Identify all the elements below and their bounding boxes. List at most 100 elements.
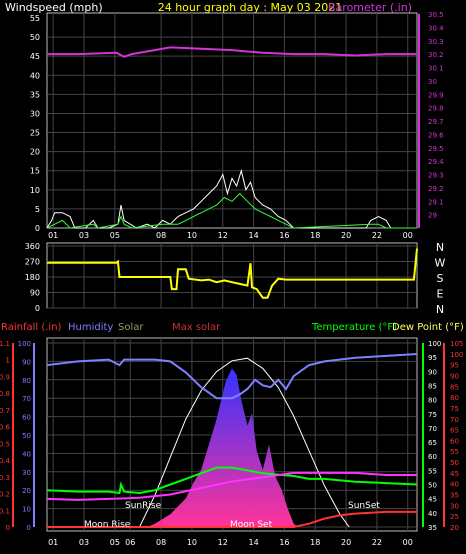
barometer-tick-label: 30.2	[428, 51, 444, 59]
dewpoint-tick-label: 40	[450, 481, 459, 489]
dewpoint-tick-label: 75	[450, 405, 459, 413]
humidity-tick-label: 80	[22, 377, 31, 385]
temperature-tick-label: 95	[428, 354, 437, 362]
direction-tick-label: 90	[30, 289, 40, 298]
rain-tick-label: 0.9	[0, 373, 10, 381]
temperature-line	[46, 466, 418, 495]
wind-x-tick-label: 05	[110, 231, 120, 240]
rain-line	[47, 510, 417, 528]
wind-x-tick-label: 22	[372, 231, 382, 240]
humidity-tick-label: 70	[22, 395, 31, 403]
solar-label: Solar	[118, 322, 144, 333]
combo-x-tick-label: 16	[279, 538, 289, 547]
windspeed-label: Windspeed (mph)	[5, 1, 103, 14]
barometer-tick-label: 29.2	[428, 185, 444, 193]
combo-x-tick-label: 00	[403, 538, 413, 547]
graph-title: 24 hour graph day : May 03 2021	[158, 1, 343, 14]
dewpoint-tick-label: 30	[450, 502, 459, 510]
barometer-tick-label: 30.4	[428, 24, 444, 32]
dewpoint-tick-label: 70	[450, 416, 459, 424]
barometer-tick-label: 29.9	[428, 91, 444, 99]
humidity-label: Humidity	[68, 322, 113, 333]
direction-tick-label: 360	[25, 242, 40, 251]
direction-tick-label: 0	[35, 304, 40, 313]
barometer-tick-label: 29.5	[428, 145, 444, 153]
temperature-tick-label: 40	[428, 510, 437, 518]
barometer-tick-label: 29.6	[428, 131, 444, 139]
barometer-tick-label: 29.7	[428, 118, 444, 126]
rain-tick-label: 0.8	[0, 390, 10, 398]
temperature-tick-label: 90	[428, 368, 437, 376]
compass-letter: S	[437, 272, 444, 285]
wind-panel-series	[46, 46, 417, 229]
combo-x-tick-label: 22	[372, 538, 382, 547]
compass-letter: N	[436, 303, 444, 316]
temperature-tick-label: 55	[428, 467, 437, 475]
wind-x-tick-label: 08	[156, 231, 166, 240]
combo-x-tick-label: 18	[310, 538, 320, 547]
temperature-tick-label: 65	[428, 439, 437, 447]
rainfall-label: Rainfall (.in)	[1, 322, 62, 333]
barometer-tick-label: 30.3	[428, 38, 444, 46]
rain-tick-label: 0.6	[0, 424, 11, 432]
combo-x-tick-label: 05	[110, 538, 120, 547]
wind-tick-label: 45	[30, 52, 40, 61]
wind-tick-label: 10	[30, 186, 40, 195]
temperature-tick-label: 70	[428, 425, 437, 433]
humidity-tick-label: 90	[22, 358, 31, 366]
temperature-tick-label: 100	[428, 340, 441, 348]
temperature-tick-label: 50	[428, 482, 437, 490]
wind-x-tick-label: 14	[248, 231, 258, 240]
combo-x-tick-label: 14	[248, 538, 258, 547]
wind-tick-label: 55	[30, 14, 40, 23]
direction-panel-series	[47, 248, 418, 299]
dewpoint-tick-label: 50	[450, 459, 459, 467]
compass-letter: E	[437, 288, 444, 301]
sunrise-label: SunRise	[125, 501, 162, 511]
rain-tick-label: 0.4	[0, 457, 11, 465]
wind-tick-label: 40	[30, 71, 40, 80]
combo-x-tick-label: 08	[156, 538, 166, 547]
direction-tick-label: 180	[25, 273, 40, 282]
rain-tick-label: 1.1	[0, 340, 10, 348]
barometer-tick-label: 29	[428, 212, 437, 220]
wind-x-tick-label: 18	[310, 231, 320, 240]
barometer-tick-label: 29.4	[428, 158, 444, 166]
combo-x-tick-label: 10	[187, 538, 197, 547]
direction-tick-label: 270	[25, 258, 40, 267]
wind-tick-label: 0	[35, 224, 40, 233]
wind-panel-frame	[46, 12, 418, 229]
dewpoint-tick-label: 45	[450, 470, 459, 478]
barometer-line	[47, 46, 417, 58]
dewpoint-tick-label: 20	[450, 524, 459, 532]
temperature-label: Temperature (°F)	[311, 322, 397, 333]
humidity-tick-label: 0	[27, 524, 31, 532]
combo-x-tick-label: 06	[125, 538, 135, 547]
wind-tick-label: 5	[35, 205, 40, 214]
wind-tick-label: 15	[30, 167, 40, 176]
wind-tick-label: 35	[30, 90, 40, 99]
rain-tick-label: 0.5	[0, 440, 10, 448]
dewpoint-tick-label: 60	[450, 437, 459, 445]
wind-x-tick-label: 03	[79, 231, 89, 240]
max-solar-label: Max solar	[172, 322, 221, 333]
rain-tick-label: 0	[6, 524, 10, 532]
humidity-tick-label: 60	[22, 414, 31, 422]
wind-panel-axes: 555045403530252015105030.530.430.330.230…	[30, 11, 444, 240]
wind-x-tick-label: 16	[279, 231, 289, 240]
humidity-tick-label: 10	[22, 506, 31, 514]
barometer-tick-label: 30	[428, 78, 437, 86]
temperature-tick-label: 80	[428, 397, 437, 405]
barometer-tick-label: 29.3	[428, 172, 444, 180]
dewpoint-tick-label: 80	[450, 394, 459, 402]
wind-x-tick-label: 10	[187, 231, 197, 240]
dewpoint-tick-label: 65	[450, 427, 459, 435]
dewpoint-tick-label: 95	[450, 362, 459, 370]
barometer-label: Barometer (.in)	[328, 1, 412, 14]
barometer-tick-label: 29.1	[428, 198, 444, 206]
rain-tick-label: 1	[6, 357, 10, 365]
combo-x-tick-label: 20	[341, 538, 351, 547]
